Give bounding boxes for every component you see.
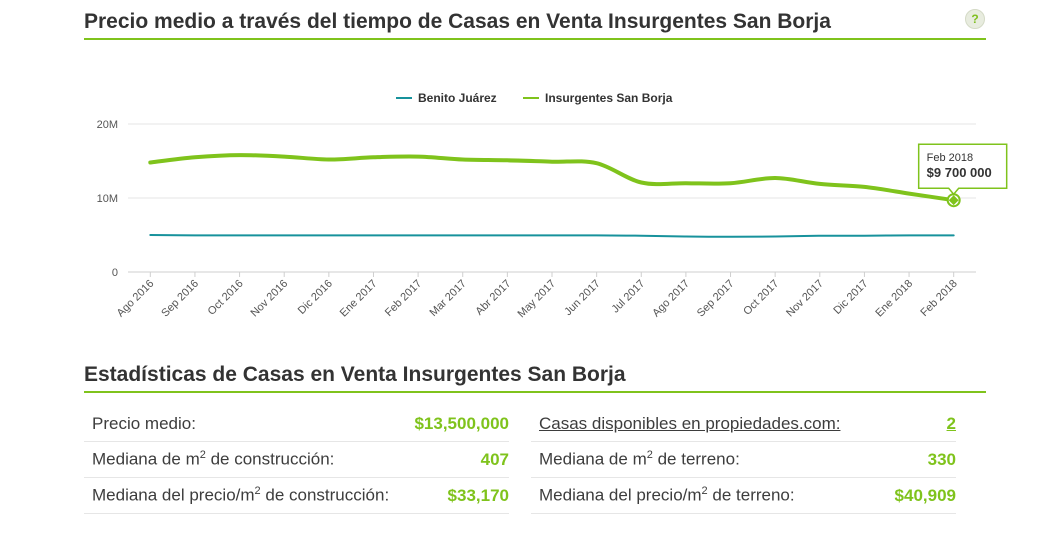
stat-value: 407: [480, 449, 509, 469]
x-tick-label: Oct 2016: [206, 278, 246, 318]
stats-right-column: Casas disponibles en propiedades.com: 2 …: [531, 406, 956, 514]
x-tick-label: Sep 2017: [695, 278, 737, 320]
x-tick-label: Dic 2016: [296, 278, 335, 317]
casas-disponibles-count-link[interactable]: 2: [946, 413, 956, 433]
tooltip-box: [917, 143, 1008, 196]
stat-row-precio-medio: Precio medio: $13,500,000: [84, 406, 509, 442]
x-tick-label: Ene 2018: [873, 278, 915, 320]
stats-title-rule: [84, 391, 986, 393]
stats-left-column: Precio medio: $13,500,000 Mediana de m2 …: [84, 406, 509, 514]
casas-disponibles-link[interactable]: Casas disponibles en propiedades.com:: [539, 413, 841, 433]
stat-value: 330: [927, 449, 956, 469]
stat-row-m2-construccion: Mediana de m2 de construcción: 407: [84, 442, 509, 478]
x-tick-label: Oct 2017: [741, 278, 781, 318]
x-tick-label: Jun 2017: [562, 278, 602, 318]
stat-row-casas-disponibles: Casas disponibles en propiedades.com: 2: [531, 406, 956, 442]
stat-label: Mediana de m2 de construcción:: [92, 449, 335, 469]
x-tick-label: Sep 2016: [159, 278, 201, 320]
stat-row-precio-m2-terreno: Mediana del precio/m2 de terreno: $40,90…: [531, 478, 956, 514]
stats-title: Estadísticas de Casas en Venta Insurgent…: [84, 363, 626, 386]
help-icon[interactable]: ?: [965, 9, 985, 29]
tooltip-date: Feb 2018: [927, 152, 973, 164]
stat-value: $13,500,000: [414, 413, 509, 433]
x-tick-label: Mar 2017: [428, 278, 469, 319]
y-tick-label: 20M: [97, 119, 118, 131]
stat-value: $40,909: [894, 485, 956, 505]
x-tick-label: Feb 2018: [918, 278, 959, 319]
legend-item: Benito Juárez: [418, 91, 497, 105]
stat-value: $33,170: [447, 485, 509, 505]
series-line-benito-juarez: [149, 234, 955, 238]
x-tick-label: Abr 2017: [473, 278, 513, 318]
x-tick-label: Dic 2017: [831, 278, 870, 317]
stat-label: Mediana del precio/m2 de construcción:: [92, 485, 390, 505]
x-tick-label: Ago 2016: [115, 278, 157, 320]
chart-title: Precio medio a través del tiempo de Casa…: [84, 10, 831, 33]
x-tick-label: Nov 2017: [784, 278, 826, 320]
x-tick-label: Ago 2017: [650, 278, 692, 320]
x-tick-label: Nov 2016: [249, 278, 291, 320]
x-tick-label: Jul 2017: [609, 278, 647, 316]
stat-label: Precio medio:: [92, 413, 196, 433]
tooltip-value: $9 700 000: [927, 165, 992, 180]
series-line-insurgentes-san-borja: [148, 153, 956, 203]
y-tick-label: 10M: [97, 193, 118, 205]
legend-item: Insurgentes San Borja: [545, 91, 673, 105]
x-tick-label: Feb 2017: [383, 278, 424, 319]
x-tick-label: May 2017: [515, 278, 558, 321]
stat-row-precio-m2-construccion: Mediana del precio/m2 de construcción: $…: [84, 478, 509, 514]
stat-label: Mediana de m2 de terreno:: [539, 449, 740, 469]
chart-title-rule: [84, 38, 986, 40]
highlight-point: [948, 195, 959, 206]
stat-row-m2-terreno: Mediana de m2 de terreno: 330: [531, 442, 956, 478]
y-tick-label: 0: [112, 267, 118, 279]
stat-label: Mediana del precio/m2 de terreno:: [539, 485, 795, 505]
x-tick-label: Ene 2017: [338, 278, 380, 320]
